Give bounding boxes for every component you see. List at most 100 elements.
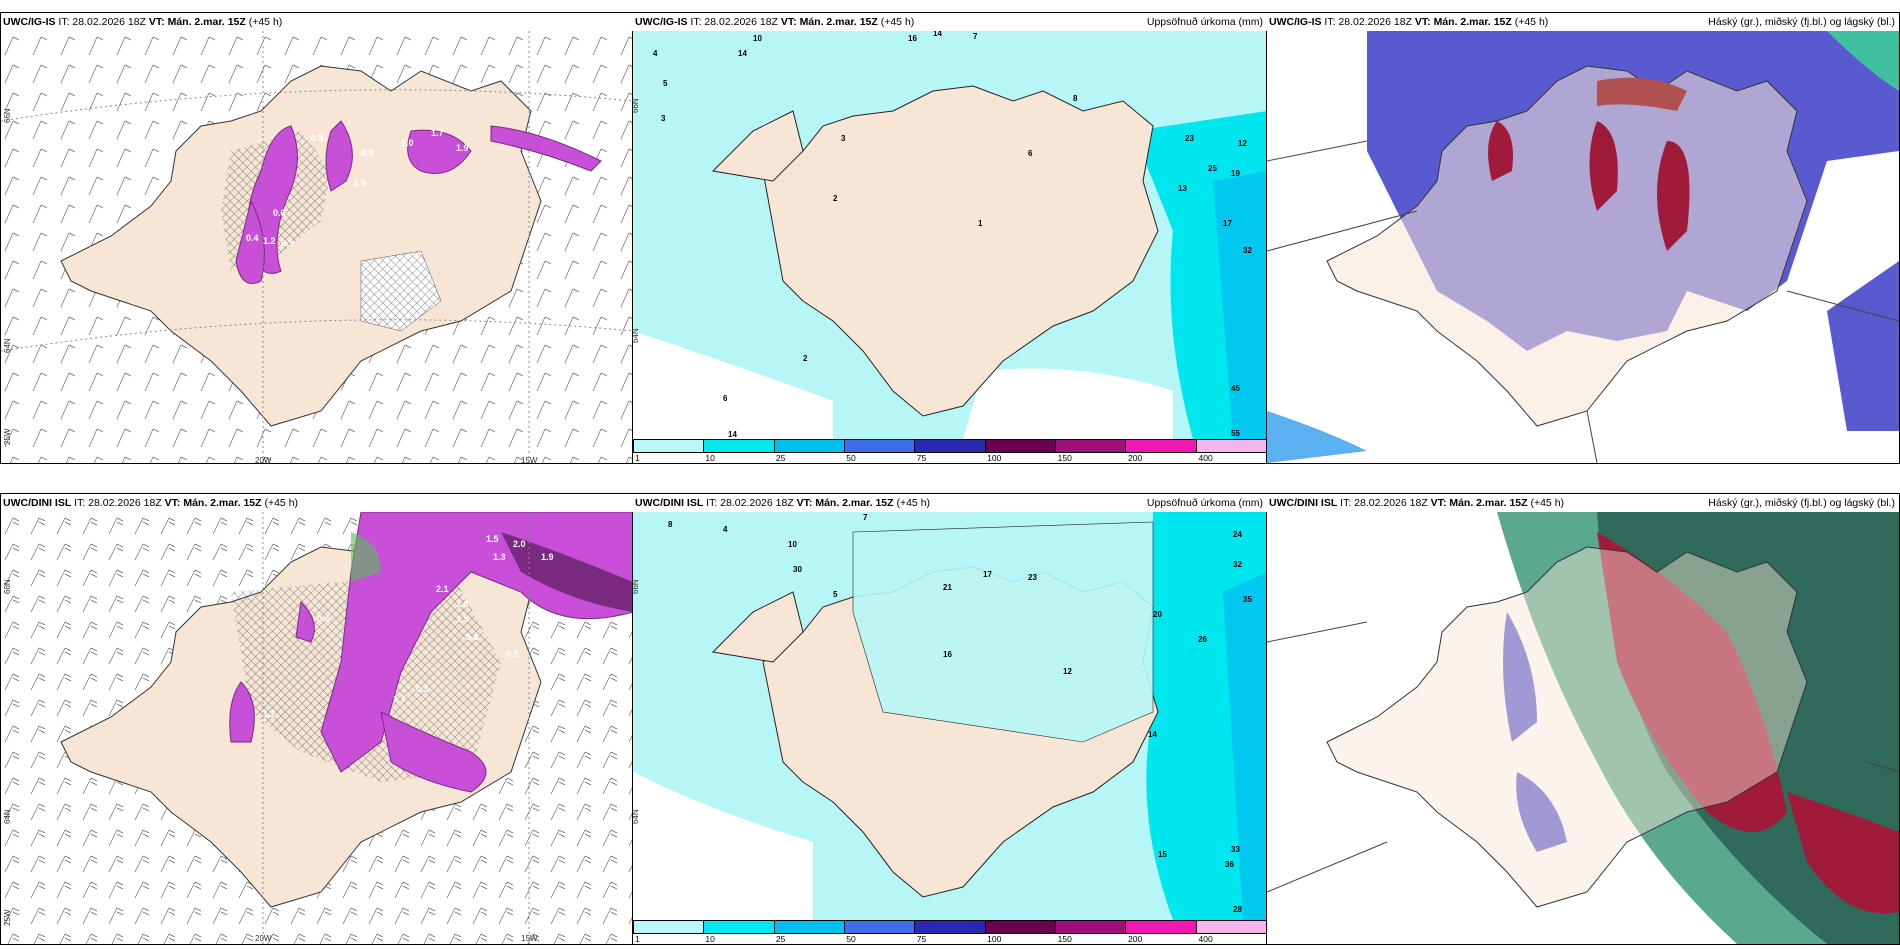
valid-time: Mán. 2.mar. 15Z (799, 16, 878, 28)
scale-swatch (1055, 921, 1127, 933)
lat-label: 64N (632, 809, 640, 824)
precip-label: 14 (738, 49, 747, 58)
snow-label: 0.6 (466, 632, 479, 642)
scale-tick: 400 (1198, 453, 1213, 463)
lon-label: 15W (521, 934, 538, 943)
precip-label: 10 (753, 34, 762, 43)
scale-ticks: 1 10 25 50 75 100 150 200 400 (633, 453, 1267, 463)
scale-bar (633, 439, 1267, 453)
scale-tick: 200 (1128, 934, 1143, 944)
lat-label: 64N (3, 338, 12, 353)
scale-swatch (704, 440, 775, 452)
precip-label: 16 (908, 34, 917, 43)
lat-label: 66N (632, 579, 640, 594)
snow-label: 1.5 (456, 614, 469, 624)
scale-tick: 50 (846, 453, 856, 463)
precip-label: 12 (1063, 667, 1072, 676)
map-area[interactable]: 0.5 1.0 1.5 1.7 1.9 0.4 0.6 1.2 0.9 0.5 (1, 31, 633, 463)
precip-label: 13 (1178, 184, 1187, 193)
scale-swatch (634, 440, 705, 452)
scale-tick: 100 (987, 453, 1002, 463)
precip-label: 32 (1243, 246, 1252, 255)
precip-label: 6 (723, 394, 728, 403)
lat-label: 66N (3, 579, 12, 594)
lon-label: 15W (521, 456, 538, 464)
snow-label: 1.7 (431, 128, 444, 138)
scale-bar (633, 920, 1267, 934)
scale-swatch (774, 440, 845, 452)
precip-label: 23 (1185, 134, 1194, 143)
precip-label: 30 (793, 565, 802, 574)
scale-swatch (985, 921, 1056, 933)
snow-label: 2.1 (436, 584, 449, 594)
precip-label: 14 (1148, 730, 1157, 739)
scale-tick: 10 (705, 453, 715, 463)
scale-swatch (1055, 440, 1127, 452)
scale-swatch (704, 921, 775, 933)
scale-swatch (1126, 921, 1197, 933)
scale-swatch (915, 440, 986, 452)
map-canvas: 8 4 10 7 5 30 16 21 17 23 35 32 24 26 28… (633, 512, 1267, 920)
lead-time: (+45 h) (1514, 16, 1549, 28)
map-area[interactable]: 1.5 2.0 1.9 1.3 2.1 1.8 1.5 0.6 0.5 1.7 … (1, 512, 633, 944)
precip-label: 15 (1158, 850, 1167, 859)
snow-label: 1.7 (393, 694, 406, 704)
precip-label: 17 (983, 570, 992, 579)
model-name: UWC/DINI ISL (1269, 497, 1338, 509)
lat-label: 66N (3, 108, 12, 123)
precip-label: 19 (1231, 169, 1240, 178)
precip-label: 1 (978, 219, 983, 228)
precip-label: 25 (1208, 164, 1217, 173)
scale-swatch (1126, 440, 1197, 452)
model-name: UWC/IG-IS (1269, 16, 1322, 28)
snow-label: 0.5 (506, 649, 519, 659)
scale-ticks: 1 10 25 50 75 100 150 200 400 (633, 934, 1267, 944)
precip-label: 36 (1225, 860, 1234, 869)
snow-label: 0.5 (311, 133, 324, 143)
field-title: Uppsöfnuð úrkoma (mm) (1146, 497, 1263, 509)
map-canvas: 0.5 1.0 1.5 1.7 1.9 0.4 0.6 1.2 0.9 0.5 (1, 31, 633, 463)
precip-label: 33 (1231, 845, 1240, 854)
precip-color-scale: 1 10 25 50 75 100 150 200 400 (633, 920, 1267, 944)
valid-time: Mán. 2.mar. 15Z (1449, 497, 1528, 509)
lon-label: 20W (255, 456, 272, 464)
map-area[interactable] (1267, 512, 1899, 944)
precip-label: 2 (833, 194, 838, 203)
panel-igis-snow: UWC/IG-IS IT: 28.02.2026 18Z VT: Mán. 2.… (0, 12, 634, 464)
precip-label: 14 (728, 430, 737, 439)
vt-label: VT: (1430, 497, 1447, 509)
scale-tick: 1 (635, 453, 640, 463)
precip-label: 20 (1153, 610, 1162, 619)
precip-label: 5 (833, 590, 838, 599)
scale-tick: 150 (1057, 934, 1072, 944)
panel-dini-precip: UWC/DINI ISL IT: 28.02.2026 18Z VT: Mán.… (632, 493, 1268, 945)
map-area[interactable]: 8 4 10 7 5 30 16 21 17 23 35 32 24 26 28… (633, 512, 1267, 920)
panel-igis-precip: UWC/IG-IS IT: 28.02.2026 18Z VT: Mán. 2.… (632, 12, 1268, 464)
init-time: IT: 28.02.2026 18Z (74, 497, 162, 509)
map-canvas (1267, 31, 1899, 463)
map-area[interactable] (1267, 31, 1899, 463)
panel-header: UWC/IG-IS IT: 28.02.2026 18Z VT: Mán. 2.… (1267, 13, 1899, 31)
precip-label: 2 (803, 354, 808, 363)
map-area[interactable]: 4 14 10 16 14 7 5 3 2 6 8 13 12 19 25 23… (633, 31, 1267, 439)
snow-label: 1.9 (456, 143, 469, 153)
snow-label: 1.0 (401, 138, 414, 148)
init-time: IT: 28.02.2026 18Z (1324, 16, 1412, 28)
valid-time: Mán. 2.mar. 15Z (815, 497, 894, 509)
scale-tick: 200 (1128, 453, 1143, 463)
panel-header: UWC/IG-IS IT: 28.02.2026 18Z VT: Mán. 2.… (1, 13, 633, 31)
precip-label: 24 (1233, 530, 1242, 539)
precip-label: 3 (841, 134, 846, 143)
scale-tick: 25 (775, 453, 786, 463)
snow-label: 1.3 (493, 552, 506, 562)
lon-label: 20W (255, 934, 272, 943)
snow-label: 1.2 (263, 709, 276, 719)
scale-tick: 50 (846, 934, 856, 944)
snow-label: 2.0 (513, 539, 526, 549)
lat-label: 25W (3, 909, 12, 926)
lat-label: 66N (632, 98, 640, 113)
snow-label: 1.5 (486, 534, 499, 544)
valid-time: Mán. 2.mar. 15Z (1433, 16, 1512, 28)
precip-label: 14 (933, 31, 942, 38)
scale-swatch (774, 921, 845, 933)
